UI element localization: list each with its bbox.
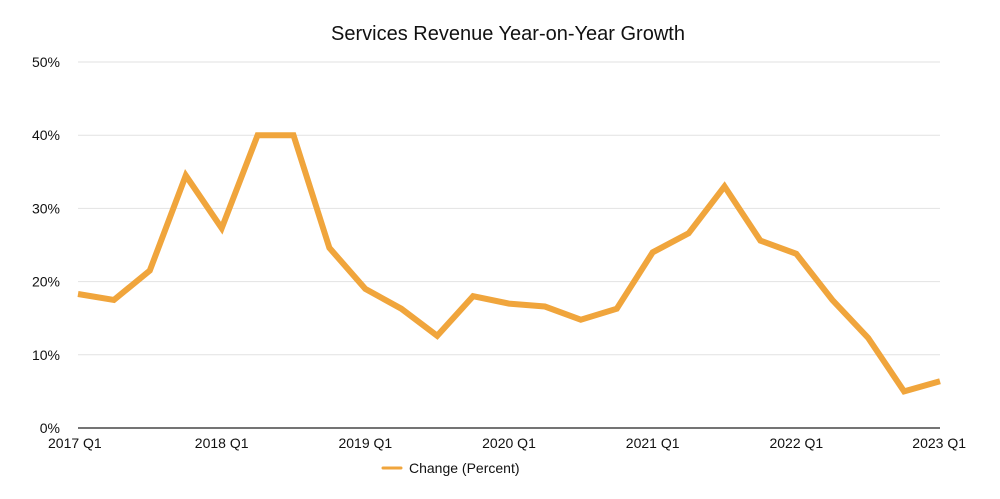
- series-layer: [78, 135, 940, 391]
- y-tick-label: 50%: [32, 54, 60, 70]
- chart-title: Services Revenue Year-on-Year Growth: [331, 23, 685, 45]
- x-tick-label: 2020 Q1: [482, 435, 536, 451]
- grid-lines: [78, 62, 940, 428]
- legend: Change (Percent): [383, 460, 520, 476]
- series-line: [78, 135, 940, 391]
- x-axis-ticks: 2017 Q1 2018 Q1 2019 Q1 2020 Q1 2021 Q1 2022 …: [48, 435, 966, 451]
- x-tick-label: 2021 Q1: [626, 435, 680, 451]
- x-tick-label: 2017 Q1: [48, 435, 102, 451]
- y-tick-label: 10%: [32, 347, 60, 363]
- x-tick-label: 2018 Q1: [195, 435, 249, 451]
- legend-label: Change (Percent): [409, 460, 520, 476]
- y-tick-label: 0%: [40, 420, 60, 436]
- x-tick-label: 2023 Q1: [912, 435, 966, 451]
- y-tick-label: 20%: [32, 274, 60, 290]
- y-tick-label: 30%: [32, 200, 60, 216]
- y-axis-ticks: 0% 10% 20% 30% 40% 50%: [32, 54, 60, 436]
- x-tick-label: 2019 Q1: [338, 435, 392, 451]
- x-tick-label: 2022 Q1: [769, 435, 823, 451]
- y-tick-label: 40%: [32, 127, 60, 143]
